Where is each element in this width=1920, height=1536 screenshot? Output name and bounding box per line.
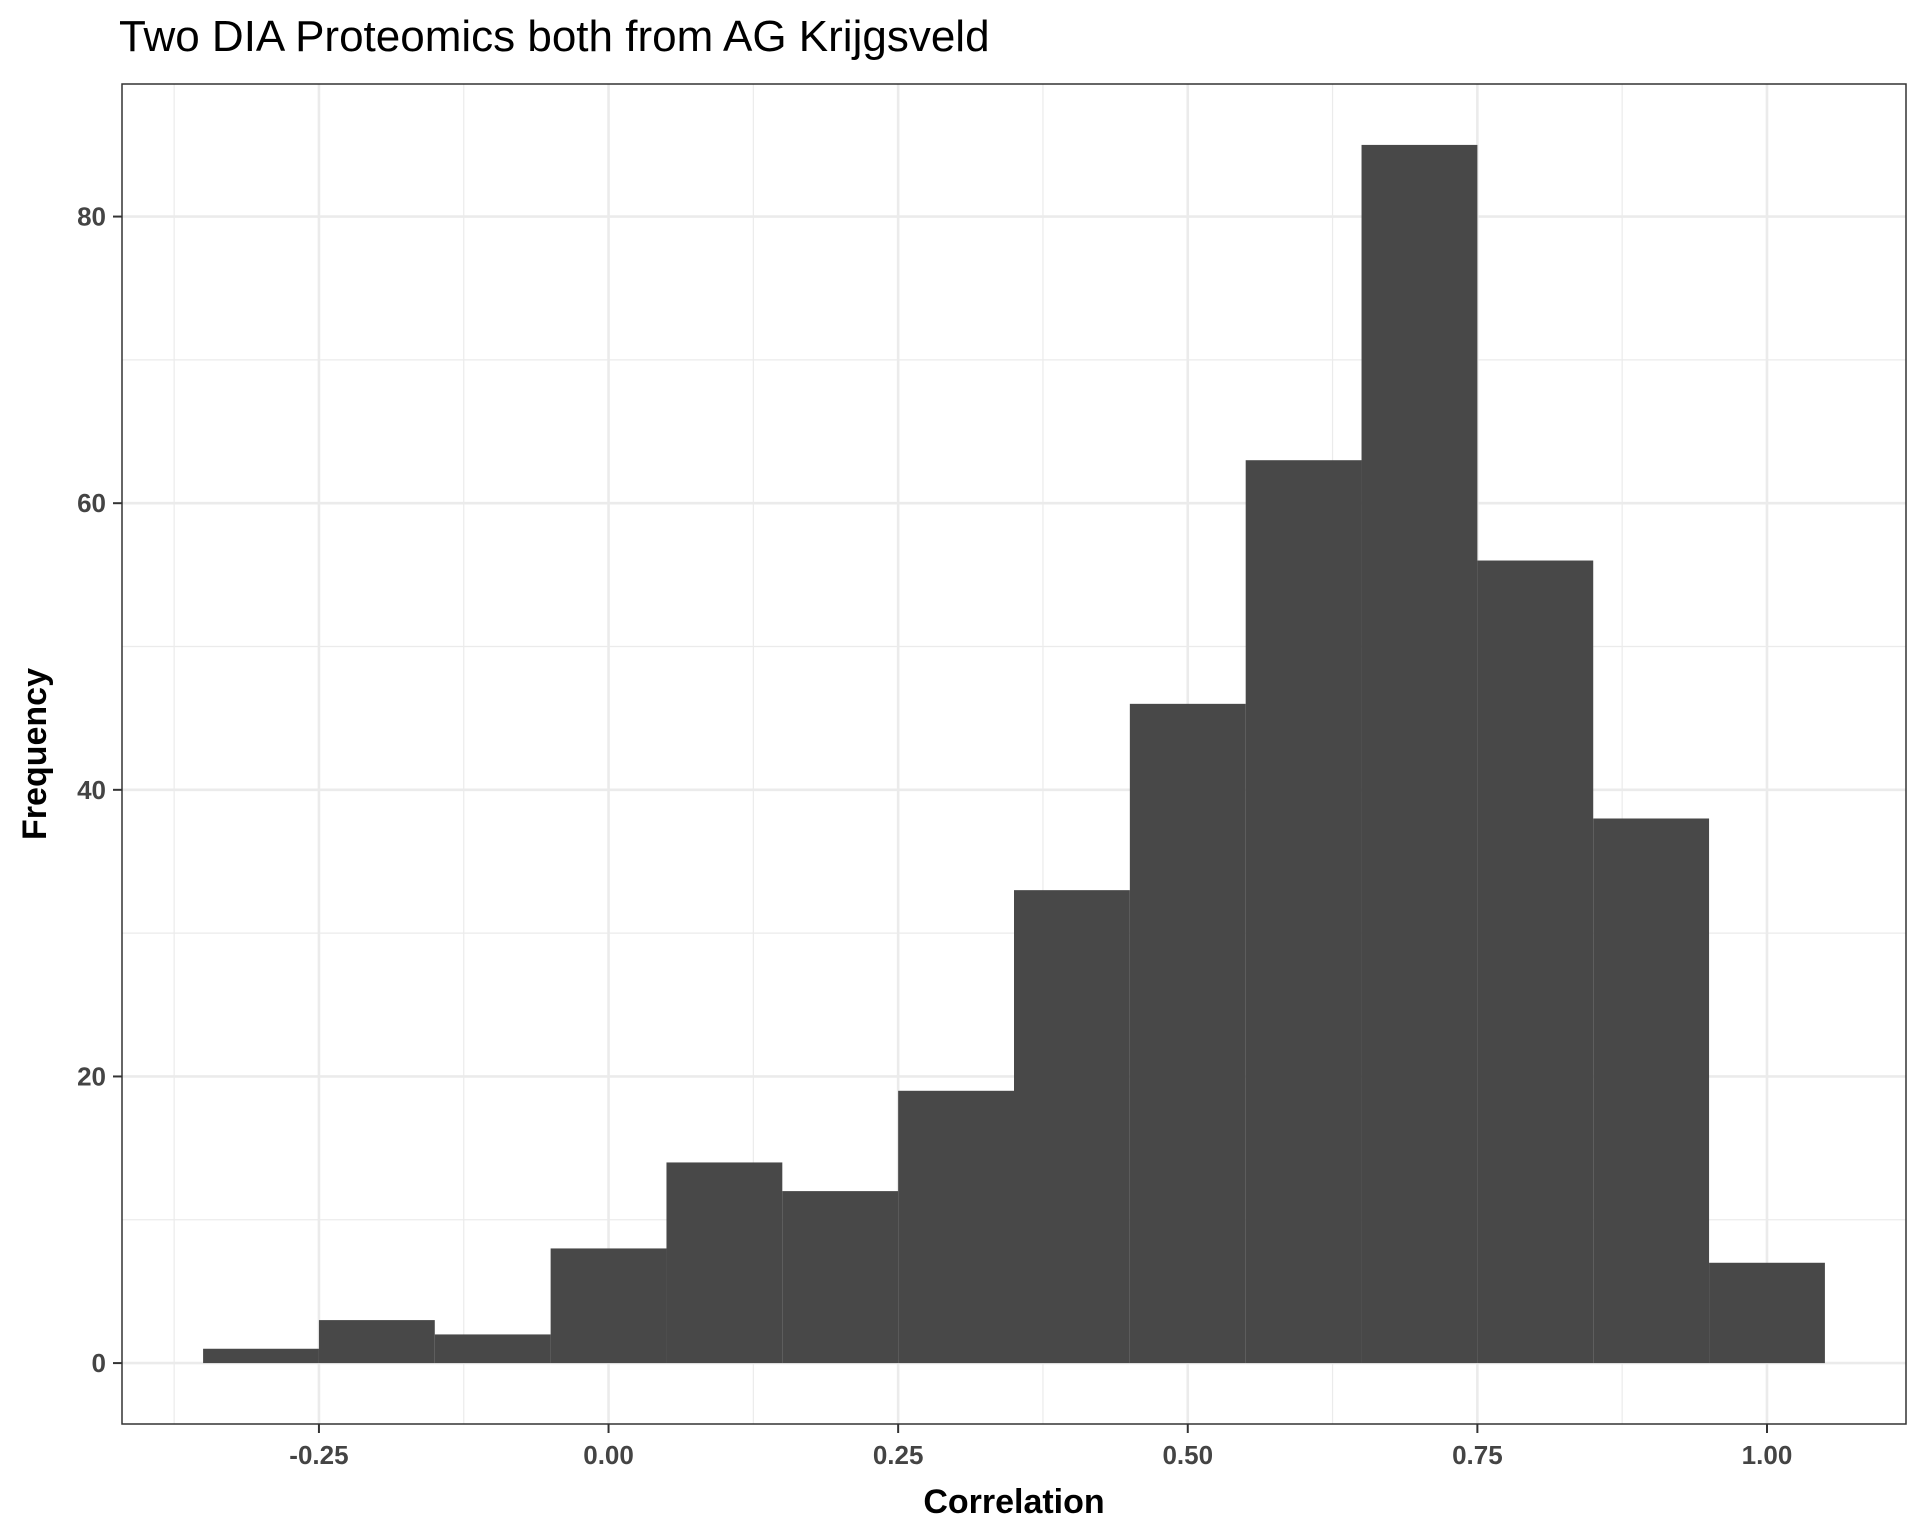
y-axis-title: Frequency <box>16 668 54 840</box>
histogram-bar <box>550 1248 667 1364</box>
x-tick-label: 1.00 <box>1742 1440 1793 1470</box>
y-tick-label: 40 <box>77 775 106 805</box>
x-axis-title: Correlation <box>923 1483 1104 1521</box>
histogram-bar <box>666 1162 783 1364</box>
histogram-bar <box>1709 1262 1825 1364</box>
histogram-bar <box>898 1090 1014 1364</box>
histogram-bar <box>1245 460 1362 1364</box>
x-tick-label: 0.00 <box>583 1440 634 1470</box>
x-axis: -0.25 0.00 0.25 0.50 0.75 1.00 <box>289 1424 1792 1470</box>
y-axis: 0 20 40 60 80 <box>77 202 122 1378</box>
histogram-bar <box>1477 560 1594 1364</box>
y-tick-label: 0 <box>92 1348 106 1378</box>
x-tick-label: 0.25 <box>873 1440 924 1470</box>
y-tick-label: 20 <box>77 1061 106 1091</box>
histogram-bar <box>203 1348 319 1364</box>
histogram-bar <box>1593 818 1710 1364</box>
histogram-bar <box>434 1334 551 1364</box>
histogram-bar <box>1361 144 1478 1364</box>
histogram-bar <box>1129 703 1246 1364</box>
histogram-bar <box>1014 890 1130 1364</box>
x-tick-label: -0.25 <box>289 1440 348 1470</box>
chart-title: Two DIA Proteomics both from AG Krijgsve… <box>119 12 990 61</box>
histogram-bar <box>318 1320 435 1364</box>
x-tick-label: 0.75 <box>1452 1440 1503 1470</box>
histogram-bars <box>203 144 1825 1364</box>
x-tick-label: 0.50 <box>1162 1440 1213 1470</box>
histogram-bar <box>782 1191 899 1364</box>
y-tick-label: 60 <box>77 488 106 518</box>
y-tick-label: 80 <box>77 202 106 232</box>
panel-border <box>121 83 1907 1425</box>
